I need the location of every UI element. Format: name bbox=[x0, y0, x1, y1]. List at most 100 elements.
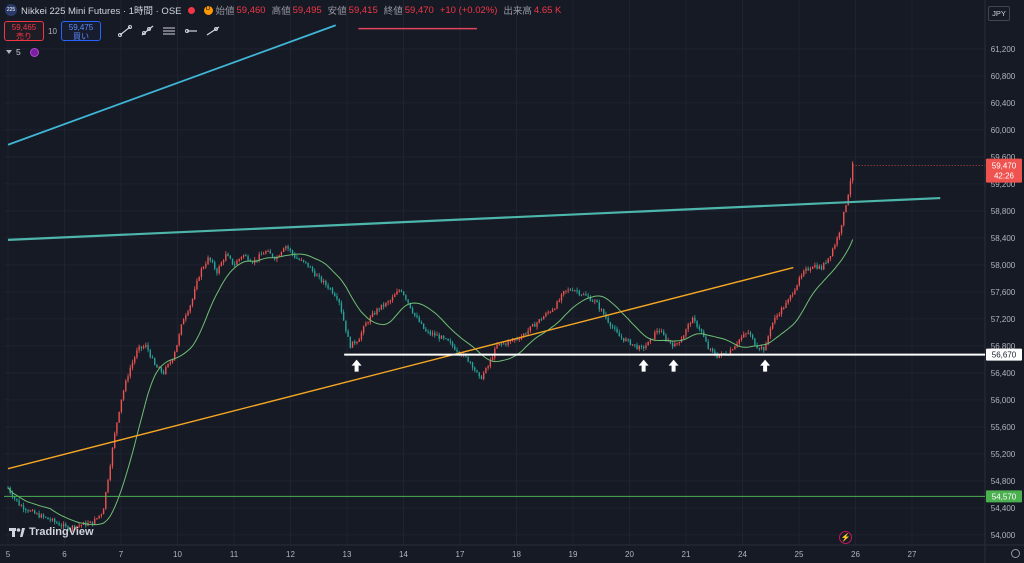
candle-body bbox=[431, 333, 434, 335]
candle-body bbox=[563, 291, 565, 295]
indicator-settings-icon[interactable] bbox=[29, 47, 39, 57]
trendline-icon[interactable] bbox=[116, 24, 134, 38]
symbol-logo-icon[interactable]: 225 bbox=[5, 4, 17, 16]
candle-body bbox=[678, 342, 680, 344]
price-axis[interactable]: 61,200 60,800 60,400 60,000 59,600 59,200 58,8… bbox=[986, 45, 1022, 540]
candle-body bbox=[245, 255, 247, 257]
indicator-legend[interactable]: 5 bbox=[6, 47, 39, 57]
settings-gear-icon[interactable] bbox=[1011, 549, 1020, 558]
candle-body bbox=[334, 293, 336, 297]
tradingview-logo[interactable]: TradingView bbox=[9, 526, 94, 538]
candle-body bbox=[329, 288, 331, 290]
candle-body bbox=[98, 515, 100, 519]
horizontal-ray-icon[interactable] bbox=[182, 24, 200, 38]
uptrend-line[interactable] bbox=[7, 266, 794, 470]
candle-body bbox=[354, 341, 356, 344]
candle-body bbox=[356, 341, 358, 344]
candle-body bbox=[91, 521, 94, 525]
candle-body bbox=[318, 275, 320, 277]
extended-line-icon[interactable] bbox=[204, 24, 222, 38]
candle-body bbox=[240, 256, 243, 259]
candle-body bbox=[560, 294, 563, 301]
candle-body bbox=[180, 324, 183, 335]
x-tick-label: 21 bbox=[682, 550, 691, 559]
candle-body bbox=[422, 323, 425, 329]
candle-body bbox=[623, 337, 625, 342]
candle-body bbox=[569, 289, 572, 291]
candle-body bbox=[218, 266, 220, 274]
candle-body bbox=[651, 338, 654, 340]
candle-body bbox=[414, 312, 416, 316]
candle-body bbox=[76, 526, 78, 529]
candle-body bbox=[694, 317, 696, 322]
upper-channel-line[interactable] bbox=[7, 24, 337, 146]
x-tick-label: 20 bbox=[625, 550, 634, 559]
market-status-icon[interactable]: D bbox=[203, 5, 213, 15]
candle-body bbox=[138, 346, 140, 351]
currency-button[interactable]: JPY bbox=[988, 6, 1010, 21]
buy-button[interactable]: 59,475 買い bbox=[61, 21, 101, 41]
x-tick-label: 5 bbox=[6, 550, 11, 559]
indicator-label: 5 bbox=[16, 47, 21, 57]
candle-body bbox=[660, 331, 663, 333]
candle-body bbox=[523, 333, 525, 337]
x-tick-label: 17 bbox=[456, 550, 465, 559]
candle-body bbox=[578, 290, 580, 295]
candle-body bbox=[294, 253, 296, 258]
candle-body bbox=[260, 254, 263, 256]
high-value: 59,495 bbox=[292, 4, 322, 16]
time-axis[interactable]: 5 6 7 10 11 12 13 14 17 18 19 20 21 24 25 26 27 bbox=[6, 550, 917, 559]
candle-body bbox=[645, 345, 647, 349]
support-arrow-icon bbox=[760, 359, 771, 372]
candle-body bbox=[498, 343, 500, 345]
candle-body bbox=[145, 344, 147, 347]
ray-icon[interactable] bbox=[138, 24, 156, 38]
candle-body bbox=[807, 268, 809, 271]
x-tick-label: 12 bbox=[286, 550, 295, 559]
candle-body bbox=[171, 359, 174, 363]
candle-body bbox=[131, 362, 134, 368]
symbol-title[interactable]: Nikkei 225 Mini Futures · 1時間 · OSE bbox=[21, 6, 182, 17]
support-arrow-icon bbox=[638, 359, 649, 372]
parallel-channel-icon[interactable] bbox=[160, 24, 178, 38]
candle-body bbox=[649, 338, 652, 342]
candle-body bbox=[845, 205, 847, 212]
candle-body bbox=[620, 336, 623, 338]
candle-body bbox=[31, 510, 34, 512]
candle-body bbox=[27, 510, 29, 512]
candle-body bbox=[538, 319, 540, 323]
candle-body bbox=[251, 261, 254, 263]
lightning-icon[interactable]: ⚡ bbox=[839, 531, 852, 544]
sell-button[interactable]: 59,465 売り bbox=[4, 21, 44, 41]
collapse-icon[interactable] bbox=[6, 50, 12, 54]
candle-body bbox=[765, 343, 767, 351]
high-label: 高値 bbox=[271, 6, 291, 17]
candle-body bbox=[789, 295, 792, 300]
candle-body bbox=[805, 268, 807, 272]
candle-body bbox=[767, 336, 769, 344]
countdown-label: 42:26 bbox=[994, 172, 1015, 181]
candle-body bbox=[47, 517, 49, 520]
flag-icon[interactable] bbox=[187, 6, 195, 14]
candle-body bbox=[418, 317, 420, 323]
candle-body bbox=[42, 514, 45, 517]
candle-body bbox=[507, 341, 509, 345]
candle-body bbox=[269, 251, 271, 254]
resistance-trendline[interactable] bbox=[7, 196, 941, 241]
candle-body bbox=[587, 295, 589, 297]
candle-body bbox=[851, 163, 854, 181]
candle-body bbox=[11, 493, 14, 498]
candle-body bbox=[242, 255, 245, 257]
sell-price: 59,465 bbox=[11, 23, 37, 32]
candle-body bbox=[743, 334, 745, 338]
candle-body bbox=[385, 302, 387, 307]
candle-body bbox=[49, 519, 51, 521]
volume-value: 4.65 K bbox=[533, 4, 562, 16]
legend-header: 225 Nikkei 225 Mini Futures · 1時間 · OSE … bbox=[0, 0, 985, 20]
candle-body bbox=[376, 308, 378, 315]
low-value: 59,415 bbox=[348, 4, 378, 16]
candle-body bbox=[689, 323, 692, 325]
drawing-toolbar bbox=[114, 21, 224, 41]
